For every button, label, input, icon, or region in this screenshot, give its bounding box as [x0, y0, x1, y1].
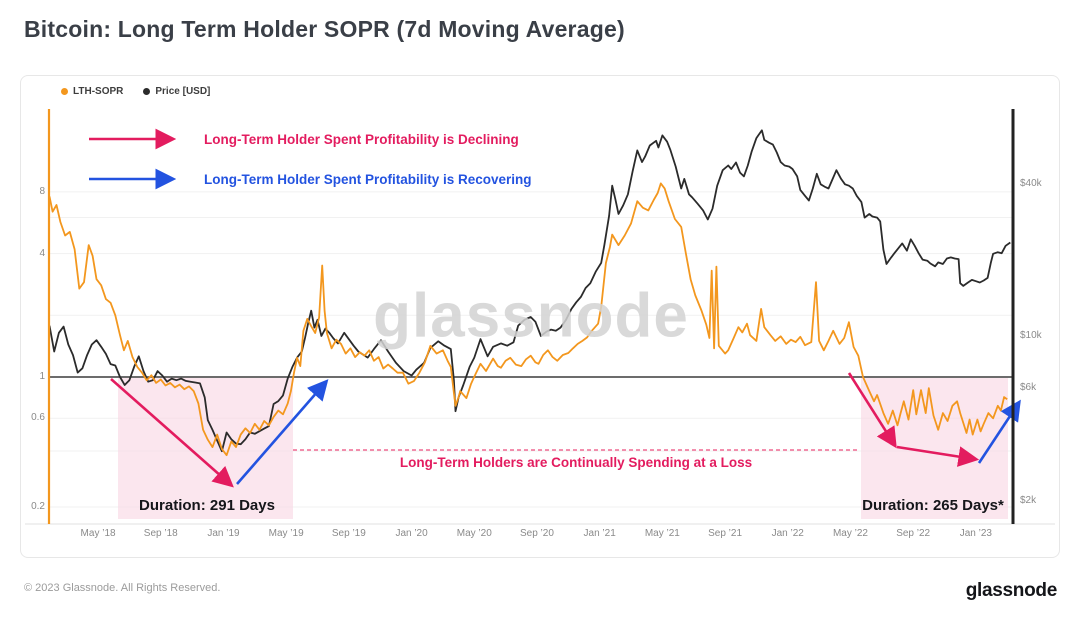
price-legend-dot-icon: [143, 88, 151, 95]
chart-card: glassnode LTH-SOPR Price [USD] Long-Term…: [20, 75, 1060, 558]
annotation-duration-291-days: Duration: 291 Days: [139, 497, 275, 514]
chart-legend: LTH-SOPR Price [USD]: [61, 86, 210, 97]
x-tick-label: Jan ’21: [583, 528, 616, 539]
copyright-notice: © 2023 Glassnode. All Rights Reserved.: [24, 582, 221, 594]
y-left-tick-label: 4: [39, 247, 45, 259]
x-tick-label: May ’20: [456, 528, 492, 539]
y-left-tick-label: 0.2: [31, 501, 45, 512]
y-right-tick-label: $2k: [1020, 494, 1037, 506]
lth-sopr-legend-dot-icon: [61, 88, 68, 95]
y-left-tick-label: 1: [39, 371, 45, 382]
legend-item-price[interactable]: Price [USD]: [143, 86, 210, 97]
x-tick-label: Jan ’23: [959, 528, 992, 539]
y-left-tick-label: 0.6: [31, 412, 45, 424]
price-usd-line[interactable]: [48, 129, 1011, 453]
glassnode-logo: glassnode: [965, 580, 1058, 601]
x-tick-label: May ’19: [268, 528, 304, 539]
decline-2018-arrow: [110, 378, 234, 488]
x-tick-label: Sep ’21: [708, 528, 743, 539]
lth-sopr-line[interactable]: [48, 182, 1008, 457]
annotation-duration-265-days: Duration: 265 Days*: [862, 497, 1004, 514]
x-tick-label: Sep ’18: [143, 528, 178, 539]
decline-2022-arrow-a: [847, 372, 897, 449]
annotation-spending-at-loss: Long-Term Holders are Continually Spendi…: [399, 455, 753, 470]
x-tick-label: Jan ’22: [771, 528, 804, 539]
legend-item-lth-sopr[interactable]: LTH-SOPR: [61, 86, 123, 97]
y-right-tick-label: $6k: [1020, 382, 1037, 394]
y-left-tick-label: 8: [39, 185, 45, 197]
x-tick-label: May ’21: [644, 528, 680, 539]
y-right-tick-label: $40k: [1020, 178, 1042, 190]
chart-plot-area[interactable]: [21, 76, 1059, 557]
decline-2022-arrow-b: [896, 445, 980, 467]
legend-label-price: Price [USD]: [155, 86, 211, 97]
recovery-2019-arrow: [236, 379, 329, 485]
x-tick-label: May ’22: [832, 528, 868, 539]
annotation-recovering: Long-Term Holder Spent Profitability is …: [204, 172, 532, 187]
x-tick-label: Jan ’20: [395, 528, 428, 539]
x-tick-label: Sep ’20: [519, 528, 554, 539]
x-tick-label: Sep ’19: [331, 528, 366, 539]
annotation-declining: Long-Term Holder Spent Profitability is …: [204, 132, 519, 147]
sopr-below-one-2022-2023: [861, 378, 1008, 519]
x-tick-label: May ’18: [80, 528, 116, 539]
page-title: Bitcoin: Long Term Holder SOPR (7d Movin…: [24, 16, 625, 42]
x-tick-label: Jan ’19: [207, 528, 240, 539]
x-tick-label: Sep ’22: [896, 528, 931, 539]
legend-label-lth-sopr: LTH-SOPR: [73, 86, 124, 97]
y-right-tick-label: $10k: [1020, 330, 1042, 341]
